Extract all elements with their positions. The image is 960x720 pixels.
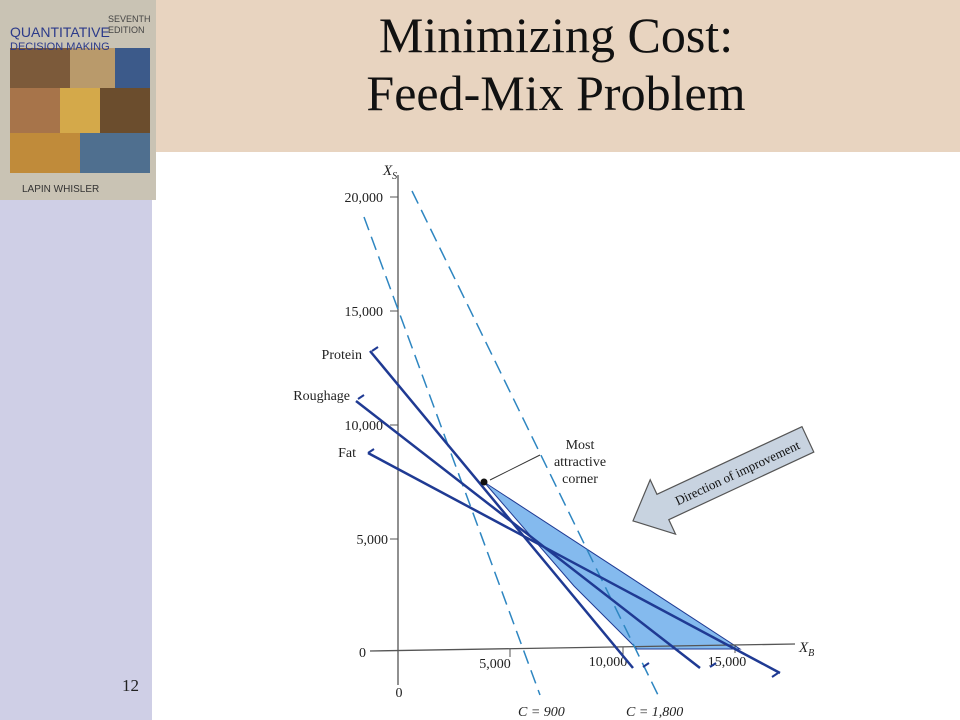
annotation-line-1: Most xyxy=(566,438,595,453)
cover-photo-3 xyxy=(115,48,150,88)
cover-photo-5 xyxy=(60,88,100,133)
cover-photo-6 xyxy=(100,88,150,133)
x-tick-label: 15,000 xyxy=(708,655,747,670)
book-cover-image: QUANTITATIVE DECISION MAKING SEVENTH EDI… xyxy=(0,0,156,200)
protein-label: Protein xyxy=(322,348,362,363)
cost-line-1800 xyxy=(411,190,659,696)
y-tick-label: 15,000 xyxy=(345,305,384,320)
feasible-region xyxy=(483,481,742,650)
slide-title: Minimizing Cost: Feed-Mix Problem xyxy=(152,6,960,122)
fat-label: Fat xyxy=(338,446,356,461)
cover-authors: LAPIN WHISLER xyxy=(22,184,99,195)
x-axis-label: XB xyxy=(798,640,814,659)
fat-line xyxy=(367,451,781,675)
feed-mix-diagram: 20,000 15,000 10,000 5,000 0 0 5,000 10,… xyxy=(293,163,815,720)
roughage-label: Roughage xyxy=(293,389,350,404)
cover-photo-2 xyxy=(70,48,115,88)
annotation-line-2: attractive xyxy=(554,455,606,470)
x-tick-label: 5,000 xyxy=(479,657,511,672)
y-tick-label: 20,000 xyxy=(345,191,384,206)
cover-photo-1 xyxy=(10,48,70,88)
cover-title-2: DECISION MAKING xyxy=(10,41,110,53)
cost-line-900 xyxy=(363,216,541,696)
x-axis xyxy=(369,643,796,652)
cover-photo-7 xyxy=(10,133,80,173)
x-tick-label: 10,000 xyxy=(589,655,628,670)
y-tick-label: 10,000 xyxy=(345,419,384,434)
arrow-shape xyxy=(632,425,815,536)
y-axis-label: XS xyxy=(382,163,397,182)
cover-photo-8 xyxy=(80,133,150,173)
cover-photo-4 xyxy=(10,88,60,133)
cost-label-900: C = 900 xyxy=(518,705,565,720)
protein-line xyxy=(369,350,634,669)
title-line-1: Minimizing Cost: xyxy=(378,7,734,63)
cover-title-1: QUANTITATIVE xyxy=(10,24,110,40)
title-line-2: Feed-Mix Problem xyxy=(366,65,746,121)
cost-label-1800: C = 1,800 xyxy=(626,705,683,720)
roughage-line xyxy=(355,400,701,669)
title-band xyxy=(152,0,960,152)
cover-edition-1: SEVENTH xyxy=(108,14,151,24)
y-tick-label: 5,000 xyxy=(357,533,389,548)
arrow-label: Direction of improvement xyxy=(673,437,803,508)
annotation-line-3: corner xyxy=(562,472,598,487)
annotation-leader xyxy=(489,454,541,481)
direction-arrow: Direction of improvement xyxy=(632,425,815,536)
constraint-direction-ticks xyxy=(357,346,779,678)
x-tick-label: 0 xyxy=(396,686,403,701)
optimal-corner-point xyxy=(480,478,488,486)
cover-edition-2: EDITION xyxy=(108,25,145,35)
slide-number: 12 xyxy=(122,676,139,695)
y-tick-label: 0 xyxy=(359,646,366,661)
